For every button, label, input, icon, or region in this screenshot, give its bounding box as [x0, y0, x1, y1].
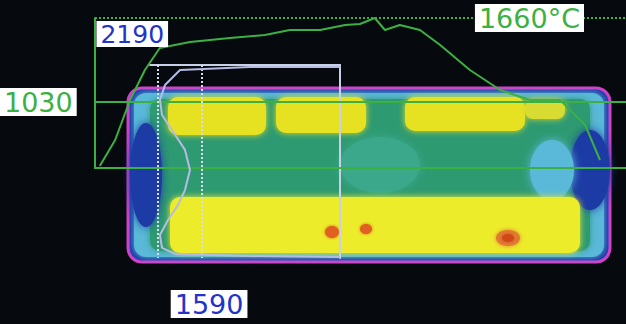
svg-text:1660°C: 1660°C — [479, 3, 580, 34]
svg-text:1030: 1030 — [4, 87, 73, 118]
svg-text:2190: 2190 — [100, 20, 164, 49]
svg-text:1590: 1590 — [175, 289, 244, 320]
